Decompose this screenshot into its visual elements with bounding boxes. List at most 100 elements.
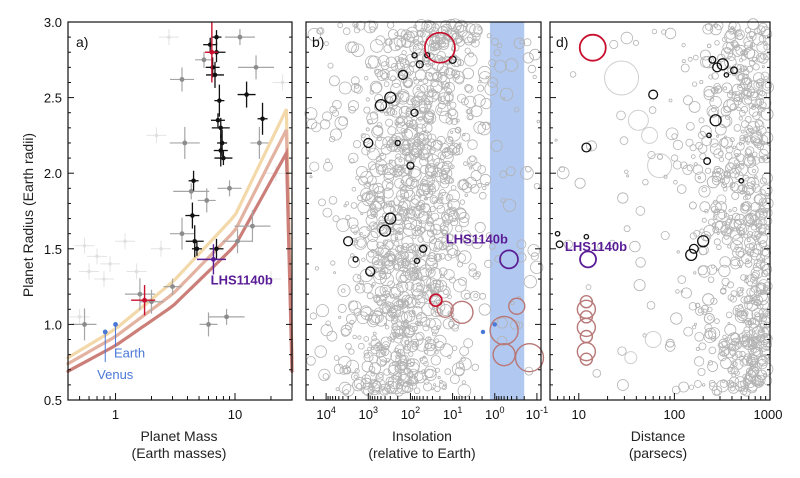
background-planet	[409, 272, 419, 281]
background-planet	[702, 293, 715, 306]
background-planet	[384, 325, 390, 330]
background-planet	[363, 20, 377, 34]
background-planet	[756, 25, 766, 35]
background-planet	[722, 37, 728, 43]
background-planet	[760, 362, 774, 376]
background-planet	[476, 84, 485, 92]
faint-point	[123, 239, 127, 244]
background-planet	[624, 169, 629, 174]
background-planet	[425, 289, 438, 303]
background-planet	[751, 104, 757, 110]
background-planet	[374, 68, 380, 75]
known-planet-ring	[581, 142, 592, 153]
background-planet	[369, 111, 379, 120]
background-planet	[363, 106, 371, 114]
background-planet	[370, 211, 377, 218]
background-planet	[671, 385, 681, 395]
background-planet	[365, 55, 379, 69]
background-planet	[396, 244, 404, 252]
background-planet	[411, 275, 415, 279]
background-planet	[648, 106, 657, 114]
background-planet	[433, 285, 440, 292]
background-planet-large	[604, 60, 640, 96]
background-planet	[311, 122, 322, 133]
highlight-ring-lhs1140b	[579, 250, 597, 269]
background-planet	[425, 267, 436, 278]
background-planet	[672, 160, 682, 170]
lhs1140b-label: LHS1140b	[565, 239, 627, 254]
background-planet	[403, 189, 416, 202]
background-planet	[457, 250, 472, 264]
venus-point	[480, 329, 486, 335]
dark-planet-point	[191, 178, 196, 184]
background-planet	[585, 284, 592, 290]
background-planet	[762, 155, 771, 164]
background-planet	[423, 152, 433, 162]
background-planet	[389, 304, 398, 313]
background-planet	[404, 267, 418, 281]
background-planet	[760, 71, 770, 81]
background-planet	[672, 139, 684, 150]
background-planet	[513, 37, 526, 50]
background-planet	[407, 375, 419, 386]
background-planet	[323, 41, 329, 46]
background-planet	[759, 101, 767, 109]
background-planet	[757, 355, 769, 367]
background-planet	[629, 240, 641, 253]
background-planet	[695, 346, 700, 351]
background-planet	[333, 363, 345, 375]
background-planet	[382, 351, 387, 356]
background-planet	[747, 355, 759, 366]
background-planet	[397, 68, 406, 77]
background-planet	[337, 22, 344, 29]
background-planet	[747, 164, 759, 176]
background-planet	[683, 326, 694, 337]
background-planet	[472, 40, 476, 44]
background-planet	[441, 146, 454, 159]
background-planet	[460, 97, 469, 106]
known-planet-ring	[738, 177, 745, 184]
background-planet	[429, 269, 434, 274]
known-planet-ring	[716, 58, 729, 71]
background-planet	[437, 25, 448, 36]
background-planet	[461, 132, 471, 142]
background-planet	[362, 283, 373, 294]
background-planet	[752, 363, 758, 369]
background-planet	[527, 64, 537, 74]
faded-red-ring	[576, 317, 597, 338]
background-planet	[390, 75, 397, 82]
background-planet	[730, 259, 741, 270]
background-planet	[432, 217, 446, 231]
background-planet	[738, 355, 745, 361]
background-planet	[433, 157, 445, 170]
background-planet	[325, 158, 331, 164]
panel-b-x-title-1: Insolation	[392, 428, 452, 444]
background-planet	[388, 159, 393, 164]
background-planet	[372, 124, 384, 136]
background-planet	[717, 115, 731, 129]
background-planet	[315, 304, 329, 318]
panel-a-x-title-1: Planet Mass	[140, 428, 217, 444]
faded-red-ring	[436, 300, 454, 318]
background-planet	[741, 94, 753, 106]
faint-point	[167, 35, 171, 39]
background-planet	[745, 135, 752, 143]
background-planet	[450, 130, 454, 134]
background-planet	[409, 257, 417, 265]
background-planet	[391, 213, 403, 226]
background-planet	[446, 294, 452, 300]
background-planet	[504, 58, 519, 72]
background-planet	[750, 272, 760, 281]
background-planet	[338, 381, 352, 395]
panel-b: LHS1140b 104 103 102 101 100 10-1	[304, 18, 548, 422]
faint-point	[108, 262, 112, 266]
background-planet	[723, 233, 730, 240]
background-planet	[382, 287, 388, 293]
background-planet	[681, 42, 686, 48]
background-planet	[448, 177, 455, 184]
background-planet	[391, 257, 404, 270]
background-planet	[435, 102, 449, 117]
background-planet	[396, 121, 409, 134]
background-planet	[376, 70, 388, 81]
background-planet	[727, 343, 734, 350]
